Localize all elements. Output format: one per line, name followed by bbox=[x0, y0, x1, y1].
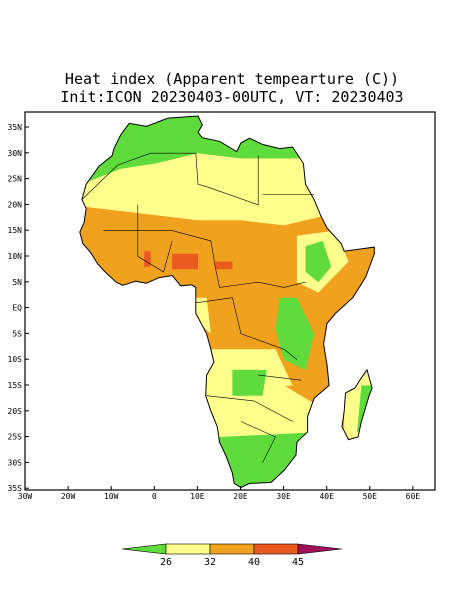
lat-label: 5S bbox=[12, 329, 22, 338]
lat-label: 35N bbox=[8, 123, 23, 132]
colorbar-segment bbox=[165, 543, 211, 555]
colorbar-label: 45 bbox=[292, 557, 304, 568]
lat-label: 10N bbox=[8, 252, 23, 261]
heat-zone bbox=[215, 261, 233, 270]
lon-label: 10E bbox=[190, 492, 205, 501]
map-frame bbox=[24, 111, 436, 491]
lon-label: 40E bbox=[319, 492, 334, 501]
country-border bbox=[137, 204, 173, 273]
lat-label: 25S bbox=[8, 433, 23, 442]
lon-label: 30W bbox=[18, 492, 33, 501]
lon-label: 60E bbox=[406, 492, 421, 501]
lon-label: 10W bbox=[104, 492, 119, 501]
colorbar-segment bbox=[253, 543, 299, 555]
subtitle: Init:ICON 20230403-00UTC, VT: 20230403 bbox=[60, 88, 403, 106]
lat-label: 5N bbox=[12, 278, 22, 287]
colorbar-label: 40 bbox=[248, 557, 260, 568]
lat-label: EQ bbox=[12, 304, 22, 313]
lon-label: 20E bbox=[233, 492, 248, 501]
lon-label: 50E bbox=[363, 492, 378, 501]
colorbar: 26 32 40 45 bbox=[121, 543, 343, 568]
heat-zone bbox=[275, 297, 315, 370]
colorbar-segment bbox=[209, 543, 255, 555]
colorbar-label: 32 bbox=[204, 557, 216, 568]
colorbar-label: 26 bbox=[160, 557, 172, 568]
country-border bbox=[258, 374, 302, 381]
heat-zone bbox=[172, 253, 198, 270]
lat-label: 15N bbox=[8, 226, 23, 235]
coastline bbox=[79, 115, 375, 489]
heat-zone bbox=[144, 251, 151, 267]
lat-label: 30S bbox=[8, 458, 23, 467]
heat-zone bbox=[305, 240, 332, 283]
lon-label: 0 bbox=[152, 492, 157, 501]
country-border bbox=[103, 230, 306, 288]
lon-label: 30E bbox=[276, 492, 291, 501]
lat-label: 25N bbox=[8, 175, 23, 184]
lat-label: 30N bbox=[8, 149, 23, 158]
colorbar-high bbox=[297, 543, 343, 555]
lat-label: 15S bbox=[8, 381, 23, 390]
country-border bbox=[81, 152, 196, 200]
lon-label: 20W bbox=[61, 492, 76, 501]
lat-label: 20N bbox=[8, 200, 23, 209]
heat-zone bbox=[79, 153, 327, 226]
country-border bbox=[240, 421, 276, 463]
heat-zone bbox=[232, 369, 267, 396]
lat-label: 10S bbox=[8, 355, 23, 364]
country-border bbox=[195, 297, 298, 360]
lat-label: 35S bbox=[8, 484, 23, 493]
title: Heat index (Apparent tempearture (C)) bbox=[65, 70, 399, 88]
country-border bbox=[195, 153, 259, 206]
country-border bbox=[206, 395, 293, 422]
heat-zone bbox=[198, 385, 327, 448]
lat-label: 20S bbox=[8, 407, 23, 416]
